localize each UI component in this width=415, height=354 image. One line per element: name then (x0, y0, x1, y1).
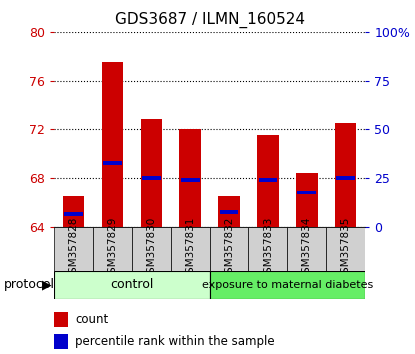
Bar (257, 135, 278, 227)
Bar (54, 334, 68, 349)
Bar (210, 227, 249, 271)
Bar (210, 271, 365, 299)
Bar (103, 161, 122, 165)
Bar (181, 178, 200, 182)
Text: ▶: ▶ (42, 279, 52, 291)
Bar (142, 176, 161, 180)
Text: GSM357835: GSM357835 (341, 217, 351, 280)
Text: GSM357830: GSM357830 (146, 217, 156, 280)
Text: exposure to maternal diabetes: exposure to maternal diabetes (202, 280, 373, 290)
Text: GSM357834: GSM357834 (302, 217, 312, 280)
Bar (102, 62, 123, 227)
Bar (179, 129, 201, 227)
Bar (296, 173, 317, 227)
Text: control: control (110, 279, 154, 291)
Bar (298, 191, 316, 194)
Bar (287, 227, 326, 271)
Bar (93, 227, 132, 271)
Bar (335, 123, 356, 227)
Text: count: count (75, 313, 108, 326)
Bar (171, 227, 210, 271)
Bar (141, 119, 162, 227)
Bar (54, 271, 210, 299)
Text: GSM357828: GSM357828 (68, 217, 78, 280)
Title: GDS3687 / ILMN_160524: GDS3687 / ILMN_160524 (115, 12, 305, 28)
Bar (54, 227, 93, 271)
Bar (54, 312, 68, 327)
Bar (63, 196, 84, 227)
Bar (249, 227, 287, 271)
Bar (336, 176, 355, 180)
Bar (132, 227, 171, 271)
Bar (259, 178, 277, 182)
Bar (64, 212, 83, 216)
Text: percentile rank within the sample: percentile rank within the sample (75, 335, 275, 348)
Text: GSM357833: GSM357833 (263, 217, 273, 280)
Text: GSM357831: GSM357831 (185, 217, 195, 280)
Bar (326, 227, 365, 271)
Text: GSM357832: GSM357832 (224, 217, 234, 280)
Text: GSM357829: GSM357829 (107, 217, 117, 280)
Bar (218, 196, 240, 227)
Bar (220, 210, 239, 214)
Text: protocol: protocol (4, 279, 55, 291)
